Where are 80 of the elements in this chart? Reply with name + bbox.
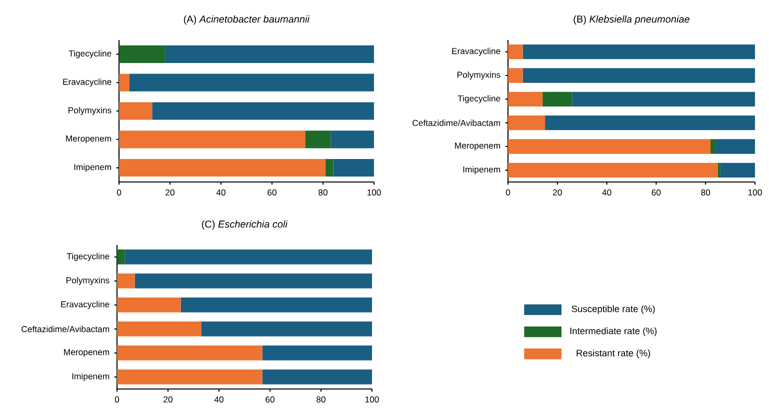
bar bbox=[508, 68, 523, 83]
chart-title: (A) Acinetobacter baumannii bbox=[184, 15, 310, 25]
x-tick-label: 0 bbox=[114, 396, 120, 402]
x-tick-label: 80 bbox=[701, 189, 710, 196]
legend-label: Susceptible rate (%) bbox=[572, 305, 655, 314]
y-tick-label: Meropenem bbox=[455, 142, 500, 150]
y-tick-label: Eravacycline bbox=[452, 48, 500, 56]
x-tick-label: 60 bbox=[652, 189, 661, 196]
bar bbox=[522, 44, 755, 60]
bar bbox=[129, 74, 374, 92]
x-tick-label: 100 bbox=[367, 189, 381, 196]
bar bbox=[164, 45, 374, 64]
bar bbox=[119, 158, 326, 177]
x-tick-label: 100 bbox=[748, 189, 762, 196]
bar bbox=[572, 92, 755, 107]
bar bbox=[542, 92, 572, 107]
bar bbox=[326, 158, 334, 177]
bar bbox=[124, 250, 372, 264]
x-tick-label: 40 bbox=[216, 189, 226, 196]
bar bbox=[522, 68, 755, 83]
x-tick-label: 60 bbox=[266, 396, 274, 402]
x-tick-label: 20 bbox=[553, 189, 562, 196]
y-tick-label: Tigecycline bbox=[458, 95, 500, 104]
bar bbox=[117, 370, 262, 384]
bar bbox=[262, 346, 372, 360]
bar bbox=[330, 130, 374, 148]
bar bbox=[508, 115, 546, 130]
x-tick-label: 0 bbox=[116, 189, 122, 196]
bar bbox=[262, 370, 372, 384]
bar bbox=[333, 158, 374, 177]
bar bbox=[117, 298, 181, 312]
x-tick-label: 0 bbox=[506, 189, 510, 196]
bar bbox=[119, 45, 165, 64]
bar bbox=[134, 274, 372, 288]
chart-title: (B) Klebsiella pneumoniae bbox=[574, 15, 690, 25]
bar bbox=[710, 139, 716, 154]
legend-label: Resistant rate (%) bbox=[576, 350, 650, 358]
x-tick-label: 80 bbox=[316, 396, 326, 402]
x-tick-label: 80 bbox=[318, 189, 328, 196]
bar bbox=[117, 250, 125, 264]
y-tick-label: Polymyxins bbox=[68, 106, 112, 116]
bar bbox=[117, 274, 135, 288]
bar bbox=[720, 162, 755, 178]
y-tick-label: Meropenem bbox=[64, 349, 110, 357]
y-tick-label: Imipenem bbox=[72, 372, 110, 382]
bar bbox=[508, 139, 711, 154]
y-tick-label: Polymyxins bbox=[458, 71, 500, 80]
bar bbox=[119, 74, 130, 92]
y-tick-label: Polymyxins bbox=[66, 276, 110, 286]
x-tick-label: 40 bbox=[214, 396, 224, 402]
bar bbox=[718, 162, 720, 178]
bar bbox=[119, 102, 152, 120]
y-tick-label: Meropenem bbox=[66, 136, 112, 144]
x-tick-label: 20 bbox=[166, 189, 174, 196]
y-tick-label: Ceftazidime/Avibactam bbox=[412, 120, 500, 126]
chart-title: (C) Escherichia coli bbox=[202, 220, 288, 230]
y-tick-label: Ceftazidime/Avibactam bbox=[22, 326, 110, 332]
bar bbox=[508, 92, 543, 107]
legend-label: Intermediate rate (%) bbox=[570, 327, 657, 336]
y-tick-label: Eravacycline bbox=[61, 300, 110, 310]
x-tick-label: 100 bbox=[365, 396, 379, 402]
bar bbox=[117, 346, 262, 360]
y-tick-label: Imipenem bbox=[463, 166, 500, 174]
bar bbox=[508, 162, 718, 178]
bar bbox=[545, 115, 755, 130]
y-tick-label: Tigecycline bbox=[68, 50, 112, 58]
y-tick-label: Imipenem bbox=[74, 164, 112, 172]
x-tick-label: 60 bbox=[268, 189, 276, 196]
y-tick-label: Eravacycline bbox=[63, 78, 112, 87]
bar bbox=[117, 322, 202, 336]
y-tick-label: Tigecycline bbox=[66, 252, 110, 262]
bar bbox=[715, 139, 755, 154]
bar bbox=[508, 44, 523, 60]
bar bbox=[201, 322, 372, 336]
x-tick-label: 20 bbox=[164, 396, 172, 402]
bar bbox=[152, 102, 374, 120]
bar bbox=[305, 130, 331, 148]
bar bbox=[180, 298, 372, 312]
x-tick-label: 40 bbox=[602, 189, 612, 196]
bar bbox=[119, 130, 306, 148]
